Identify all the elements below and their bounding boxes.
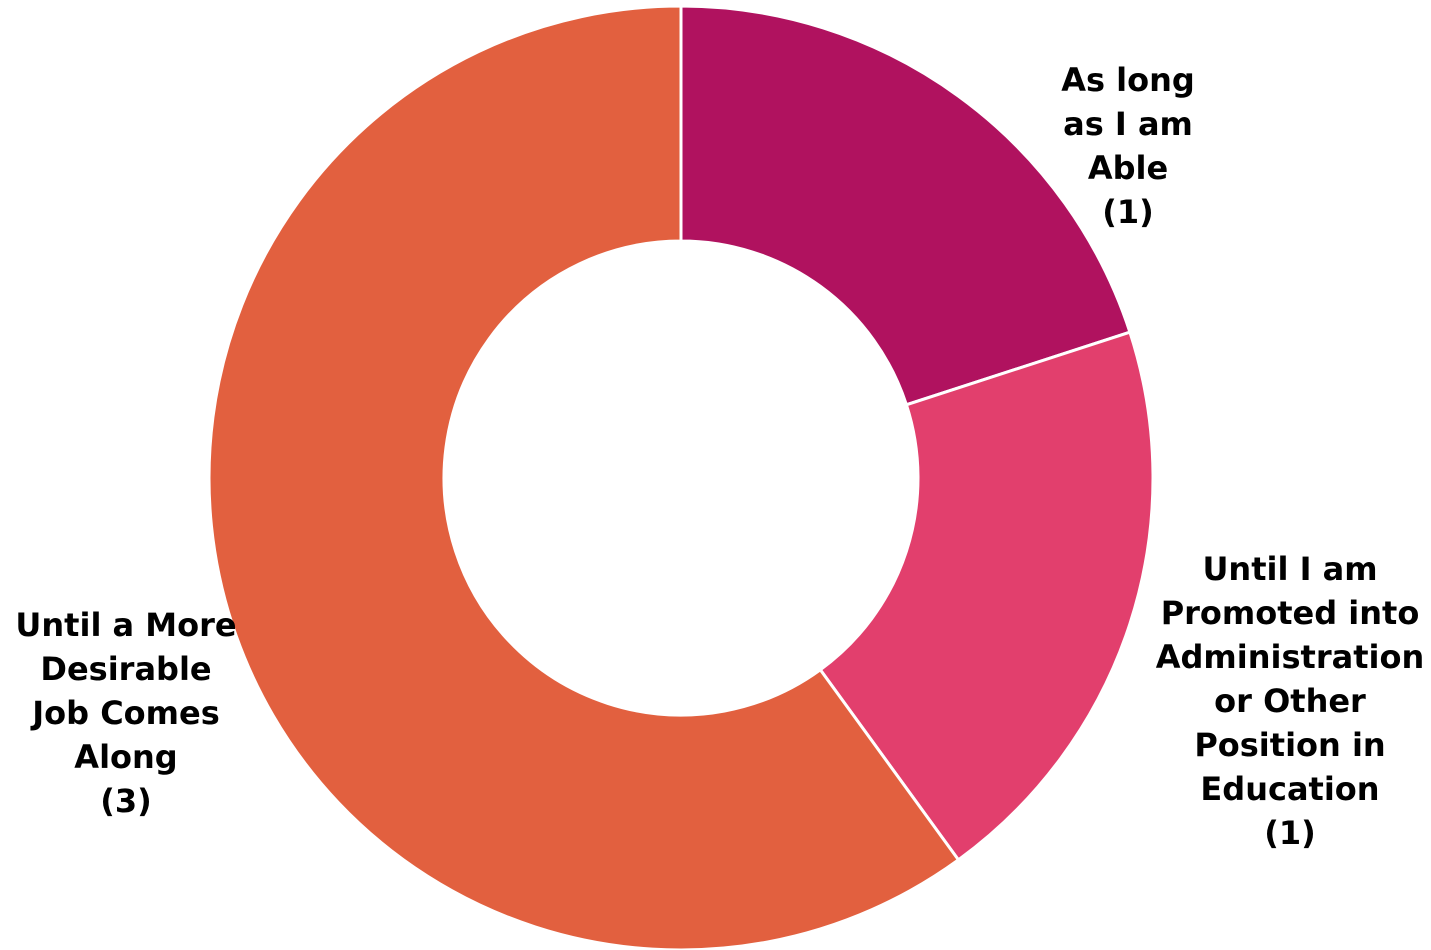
slice-value: (1) [1102,193,1154,231]
label-line: or Other [1214,682,1366,720]
label-line: Administration [1155,638,1425,676]
slice-label-until-promoted: Until I am Promoted into Administration … [1155,547,1425,855]
label-line: Until a More [15,606,237,644]
label-line: As long [1061,61,1195,99]
label-line: Desirable [40,650,212,688]
label-line: Able [1087,149,1169,187]
label-line: as I am [1063,105,1193,143]
donut-slice-2 [207,4,961,950]
slice-value: (1) [1264,814,1316,852]
label-line: Education [1200,770,1380,808]
donut-slice-1 [818,330,1155,862]
donut-slice-0 [679,4,1132,407]
label-line: Position in [1194,726,1386,764]
label-line: Promoted into [1160,594,1420,632]
label-line: Job Comes [32,694,220,732]
label-line: Along [74,738,178,776]
slice-label-until-a-more-desirable-job: Until a More Desirable Job Comes Along (… [0,603,252,823]
label-line: Until I am [1202,550,1378,588]
slice-label-as-long-as-i-am-able: As long as I am Able (1) [1033,58,1223,234]
slice-value: (3) [100,782,152,820]
